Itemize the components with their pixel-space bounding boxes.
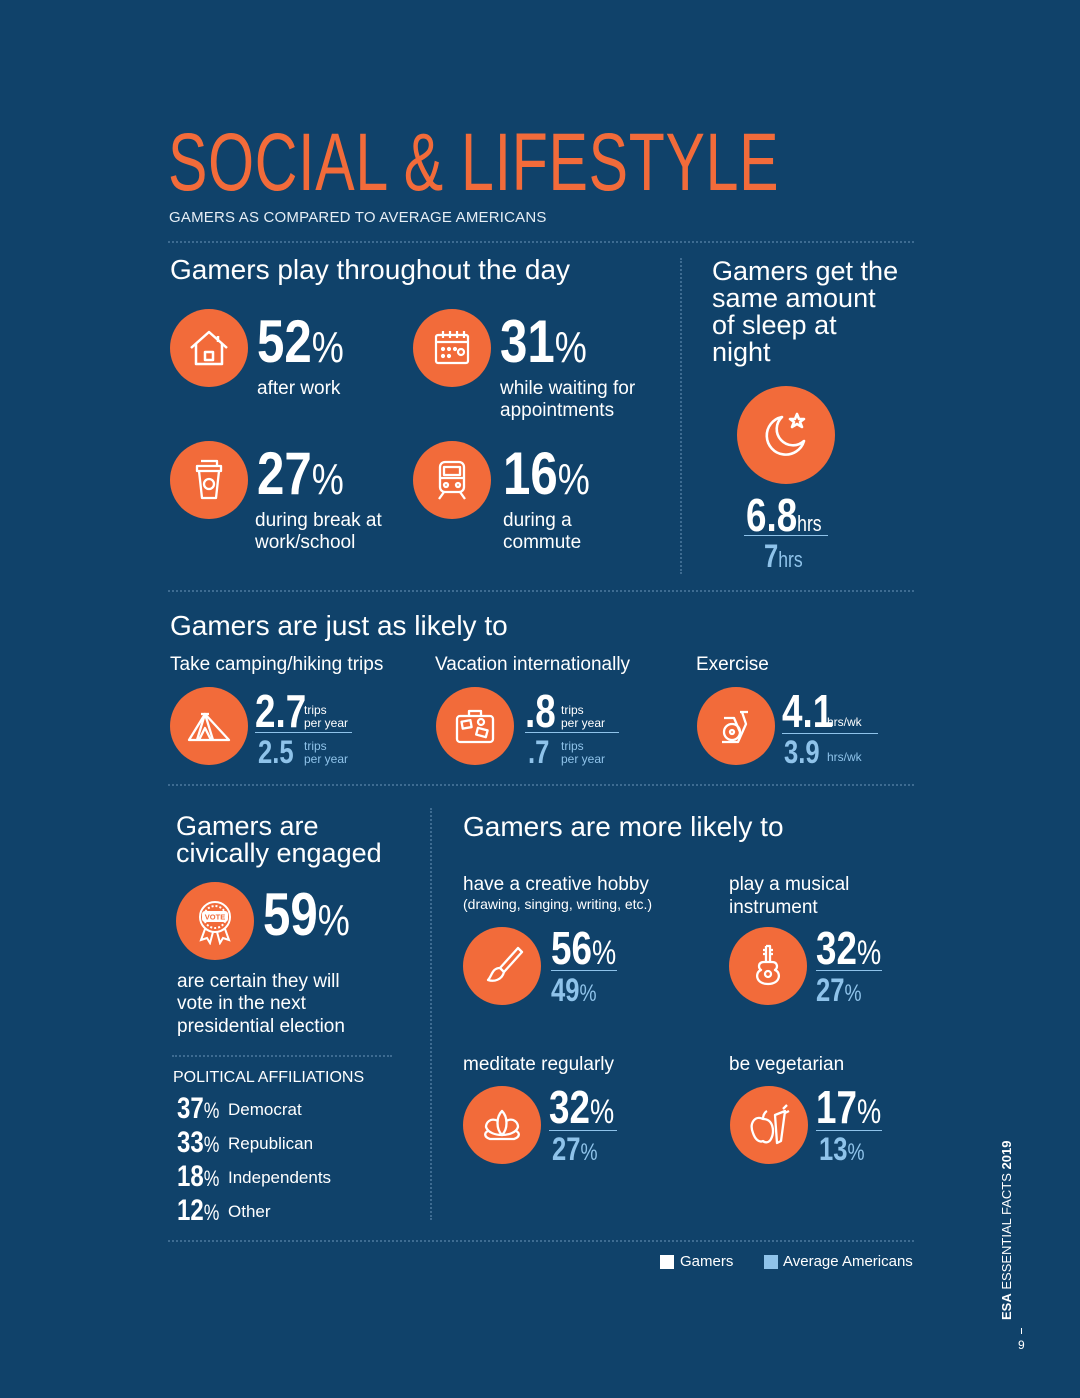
more-likely-sublabel: (drawing, singing, writing, etc.) xyxy=(463,896,653,912)
divider xyxy=(744,535,828,536)
affiliations-title: POLITICAL AFFILIATIONS xyxy=(173,1069,365,1086)
affiliation-value: 33% xyxy=(177,1126,220,1159)
vegetarian-average-value: 13% xyxy=(819,1131,865,1167)
exercise-average-value: 3.9 xyxy=(784,734,820,770)
unit-label: trips per year xyxy=(304,739,349,766)
divider xyxy=(816,1130,882,1131)
more-likely-label: meditate regularly xyxy=(463,1054,615,1075)
stat-label: during a commute xyxy=(503,510,582,554)
divider xyxy=(782,733,878,734)
stat-label: after work xyxy=(257,378,341,399)
divider xyxy=(168,784,914,786)
affiliation-label: Republican xyxy=(228,1134,314,1153)
affiliation-label: Other xyxy=(228,1202,271,1221)
stat-value: 31% xyxy=(500,308,587,375)
house-icon xyxy=(170,309,248,387)
more-likely-label: play a musical instrument xyxy=(729,874,850,918)
camping-average-value: 2.5 xyxy=(258,734,294,770)
divider xyxy=(255,732,352,733)
vacation-average-value: .7 xyxy=(528,734,550,770)
instrument-gamers-value: 32% xyxy=(816,922,882,974)
calendar-icon xyxy=(413,309,491,387)
stat-value: 16% xyxy=(503,440,590,507)
unit-label: hrs/wk xyxy=(827,750,862,764)
sleep-average-value: 7hrs xyxy=(764,538,803,574)
vacation-gamers-value: .8 xyxy=(525,685,556,737)
affiliation-value: 18% xyxy=(177,1160,220,1193)
divider xyxy=(1021,1328,1022,1334)
stat-label: while waiting for appointments xyxy=(500,378,636,422)
unit-label: trips per year xyxy=(304,703,349,730)
affiliation-label: Independents xyxy=(228,1168,332,1187)
tent-icon xyxy=(170,687,248,765)
lotus-icon xyxy=(463,1086,541,1164)
apple-carrot-icon xyxy=(730,1086,808,1164)
creative-average-value: 49% xyxy=(551,972,597,1008)
vote-badge-icon: VOTE xyxy=(176,882,254,960)
legend-label-average: Average Americans xyxy=(783,1253,913,1270)
legend-swatch-average xyxy=(764,1255,778,1269)
train-icon xyxy=(413,441,491,519)
divider xyxy=(168,590,914,592)
section-heading-civic: Gamers are civically engaged xyxy=(176,811,382,868)
svg-text:VOTE: VOTE xyxy=(205,913,225,922)
likely-label: Vacation internationally xyxy=(435,654,631,675)
divider xyxy=(168,1240,914,1242)
stat-value: 52% xyxy=(257,308,344,375)
page-title: SOCIAL & LIFESTYLE xyxy=(168,117,780,208)
unit-label: trips per year xyxy=(561,739,606,766)
legend-swatch-gamers xyxy=(660,1255,674,1269)
vegetarian-gamers-value: 17% xyxy=(816,1081,882,1133)
section-heading-likely: Gamers are just as likely to xyxy=(170,610,508,641)
legend-label-gamers: Gamers xyxy=(680,1253,734,1270)
vertical-footer: ESA ESSENTIAL FACTS 2019 xyxy=(999,1140,1014,1320)
stat-label: during break at work/school xyxy=(255,510,382,554)
divider xyxy=(816,970,882,971)
affiliation-value: 37% xyxy=(177,1092,220,1125)
divider xyxy=(525,732,619,733)
section-heading-play-day: Gamers play throughout the day xyxy=(170,254,571,285)
exercise-bike-icon xyxy=(697,687,775,765)
divider xyxy=(430,808,432,1220)
suitcase-icon xyxy=(436,687,514,765)
section-heading-more-likely: Gamers are more likely to xyxy=(463,811,784,842)
divider xyxy=(551,970,617,971)
unit-label: trips per year xyxy=(561,703,606,730)
page-number: 9 xyxy=(1018,1338,1025,1352)
exercise-gamers-value: 4.1 xyxy=(782,685,834,737)
camping-gamers-value: 2.7 xyxy=(255,685,307,737)
likely-label: Exercise xyxy=(696,654,769,675)
section-heading-sleep: Gamers get the same amount of sleep at n… xyxy=(712,256,899,367)
page-subtitle: GAMERS AS COMPARED TO AVERAGE AMERICANS xyxy=(169,209,547,226)
likely-label: Take camping/hiking trips xyxy=(170,654,384,675)
affiliation-value: 12% xyxy=(177,1194,220,1227)
unit-label: hrs/wk xyxy=(827,715,862,729)
affiliation-label: Democrat xyxy=(228,1100,302,1119)
sleep-gamers-value: 6.8hrs xyxy=(746,489,822,541)
divider xyxy=(549,1130,617,1131)
civic-label: are certain they will vote in the next p… xyxy=(177,971,345,1037)
more-likely-label: be vegetarian xyxy=(729,1054,845,1075)
stat-value: 27% xyxy=(257,440,344,507)
instrument-average-value: 27% xyxy=(816,972,862,1008)
guitar-icon xyxy=(729,927,807,1005)
civic-value: 59% xyxy=(263,881,350,948)
meditate-gamers-value: 32% xyxy=(549,1081,615,1133)
moon-star-icon xyxy=(737,386,835,484)
more-likely-label: have a creative hobby xyxy=(463,874,649,895)
divider xyxy=(680,258,682,574)
creative-gamers-value: 56% xyxy=(551,922,617,974)
paintbrush-icon xyxy=(463,927,541,1005)
divider xyxy=(168,241,914,243)
coffee-cup-icon xyxy=(170,441,248,519)
divider xyxy=(172,1055,392,1057)
meditate-average-value: 27% xyxy=(552,1131,598,1167)
